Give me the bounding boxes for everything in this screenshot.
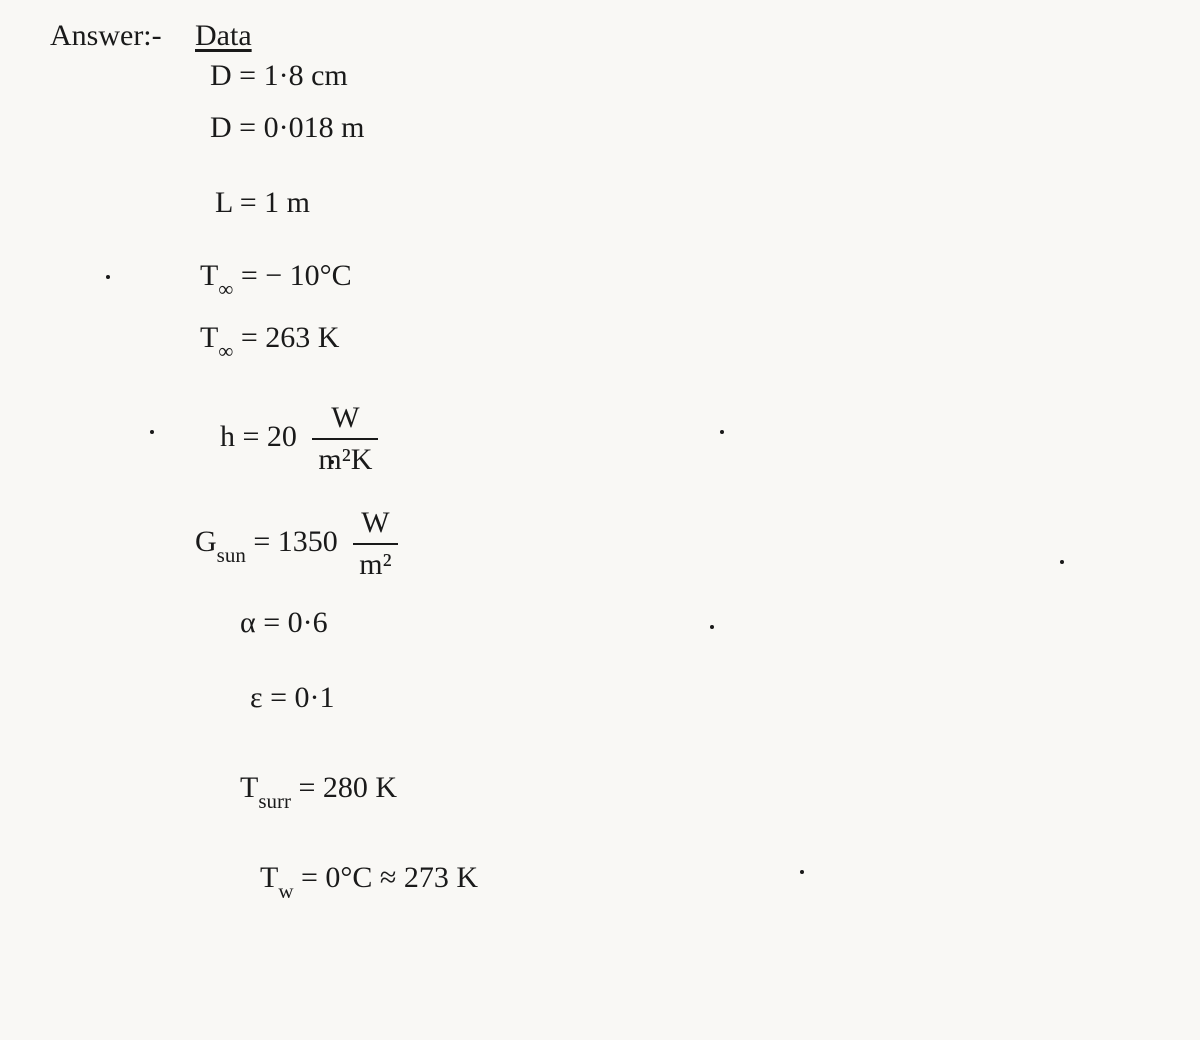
t-inf-c-rhs: = − 10°C: [233, 259, 351, 292]
line-epsilon: ε = 0·1: [250, 680, 335, 716]
line-length: L = 1 m: [215, 185, 310, 221]
gsun-symbol: G: [195, 525, 217, 558]
ink-dot: [710, 625, 714, 629]
gsun-fraction: W m²: [353, 505, 397, 583]
t-inf-k-symbol: T: [200, 321, 218, 354]
gsun-rhs: = 1350: [246, 525, 338, 558]
tsurr-rhs: = 280 K: [291, 771, 397, 804]
line-h: h = 20 W m²K: [220, 400, 378, 478]
line-tw: Tw = 0°C ≈ 273 K: [260, 860, 478, 900]
ink-dot: [330, 460, 334, 464]
ink-dot: [150, 430, 154, 434]
ink-dot: [106, 275, 110, 279]
data-heading: Data: [195, 18, 252, 54]
line-d-cm: D = 1·8 cm: [210, 58, 348, 94]
ink-dot: [720, 430, 724, 434]
line-gsun: Gsun = 1350 W m²: [195, 505, 398, 583]
h-numerator: W: [312, 400, 378, 440]
t-inf-k-sub: ∞: [218, 339, 233, 363]
line-t-inf-k: T∞ = 263 K: [200, 320, 339, 360]
tsurr-symbol: T: [240, 771, 258, 804]
line-t-inf-c: T∞ = − 10°C: [200, 258, 352, 298]
tw-rhs: = 0°C ≈ 273 K: [294, 861, 479, 894]
handwritten-page: Answer:- Data D = 1·8 cm D = 0·018 m L =…: [0, 0, 1200, 1040]
tw-sub: w: [278, 879, 293, 903]
tsurr-sub: surr: [258, 789, 291, 813]
t-inf-c-symbol: T: [200, 259, 218, 292]
gsun-sub: sun: [217, 543, 246, 567]
ink-dot: [800, 870, 804, 874]
gsun-denominator: m²: [353, 545, 397, 583]
line-alpha: α = 0·6: [240, 605, 328, 641]
tw-symbol: T: [260, 861, 278, 894]
answer-label: Answer:-: [50, 18, 162, 54]
h-fraction: W m²K: [312, 400, 378, 478]
t-inf-k-rhs: = 263 K: [233, 321, 339, 354]
line-d-m: D = 0·018 m: [210, 110, 364, 146]
gsun-numerator: W: [353, 505, 397, 545]
h-denominator: m²K: [312, 440, 378, 478]
line-tsurr: Tsurr = 280 K: [240, 770, 397, 810]
h-lhs: h = 20: [220, 420, 297, 453]
t-inf-c-sub: ∞: [218, 277, 233, 301]
ink-dot: [1060, 560, 1064, 564]
